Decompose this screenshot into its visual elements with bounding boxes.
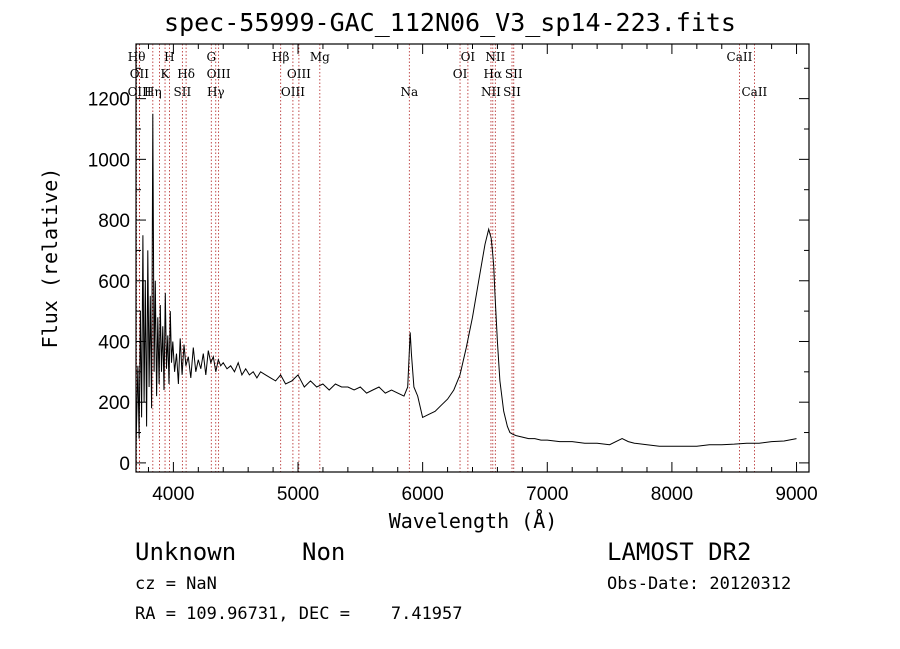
chart-title: spec-55999-GAC_112N06_V3_sp14-223.fits <box>164 8 736 37</box>
y-tick-label: 0 <box>119 454 130 475</box>
emission-line-label: OIII <box>287 67 311 81</box>
emission-line-label: OIII <box>207 67 231 81</box>
y-tick-label: 400 <box>98 332 130 353</box>
emission-line-label: OIII <box>281 85 305 99</box>
emission-line-label: Mg <box>310 50 330 64</box>
emission-line-label: Hα <box>484 67 503 81</box>
emission-line-labels: HθOIIOIIIHηKHHδSIIGHγOIIIHβOIIIOIIIMgNaO… <box>128 50 768 99</box>
spectrum-series-line <box>135 113 797 448</box>
x-tick-label: 5000 <box>277 484 319 505</box>
x-tick-label: 9000 <box>775 484 817 505</box>
y-tick-label: 600 <box>98 272 130 293</box>
emission-line-label: Hγ <box>207 85 225 99</box>
emission-line-label: OI <box>453 67 468 81</box>
y-tick-label: 200 <box>98 393 130 414</box>
y-tick-label: 800 <box>98 211 130 232</box>
emission-line-label: K <box>161 67 171 81</box>
y-tick-label: 1000 <box>88 150 130 171</box>
emission-line-label: Hη <box>144 85 162 99</box>
emission-line-label: CaII <box>741 85 767 99</box>
x-tick-label: 6000 <box>402 484 444 505</box>
emission-line-label: CaII <box>727 50 753 64</box>
x-axis-label: Wavelength (Å) <box>388 509 558 533</box>
x-axis-ticks: 4000 5000 6000 7000 8000 9000 <box>147 44 818 505</box>
object-subclass: Non <box>302 538 346 566</box>
emission-line-label: SII <box>503 85 521 99</box>
emission-line-label: NII <box>485 50 505 64</box>
obs-date: Obs-Date: 20120312 <box>607 574 792 594</box>
plot-frame <box>135 43 810 473</box>
emission-line-label: G <box>206 50 216 64</box>
x-tick-label: 7000 <box>526 484 568 505</box>
emission-line-label: OII <box>130 67 150 81</box>
redshift-cz: cz = NaN <box>135 574 217 594</box>
y-axis-ticks: 0 200 400 600 800 1000 1200 <box>88 67 809 475</box>
emission-line-label: SII <box>174 85 192 99</box>
ra-dec: RA = 109.96731, DEC = 7.41957 <box>135 604 463 624</box>
emission-line-label: Hβ <box>272 50 289 64</box>
emission-line-label: SII <box>505 67 523 81</box>
emission-line-label: Na <box>400 85 418 99</box>
x-tick-label: 4000 <box>152 484 194 505</box>
emission-line-label: OIII <box>128 85 152 99</box>
emission-line-label: H <box>164 50 174 64</box>
y-axis-label: Flux (relative) <box>38 167 62 349</box>
survey-name: LAMOST DR2 <box>607 538 752 566</box>
emission-line-label: Hθ <box>128 50 146 64</box>
emission-line-markers <box>136 44 755 472</box>
y-tick-label: 1200 <box>88 90 130 111</box>
object-class: Unknown <box>135 538 237 566</box>
x-tick-label: 8000 <box>651 484 693 505</box>
emission-line-label: OI <box>461 50 476 64</box>
emission-line-label: NII <box>481 85 501 99</box>
emission-line-label: Hδ <box>177 67 195 81</box>
